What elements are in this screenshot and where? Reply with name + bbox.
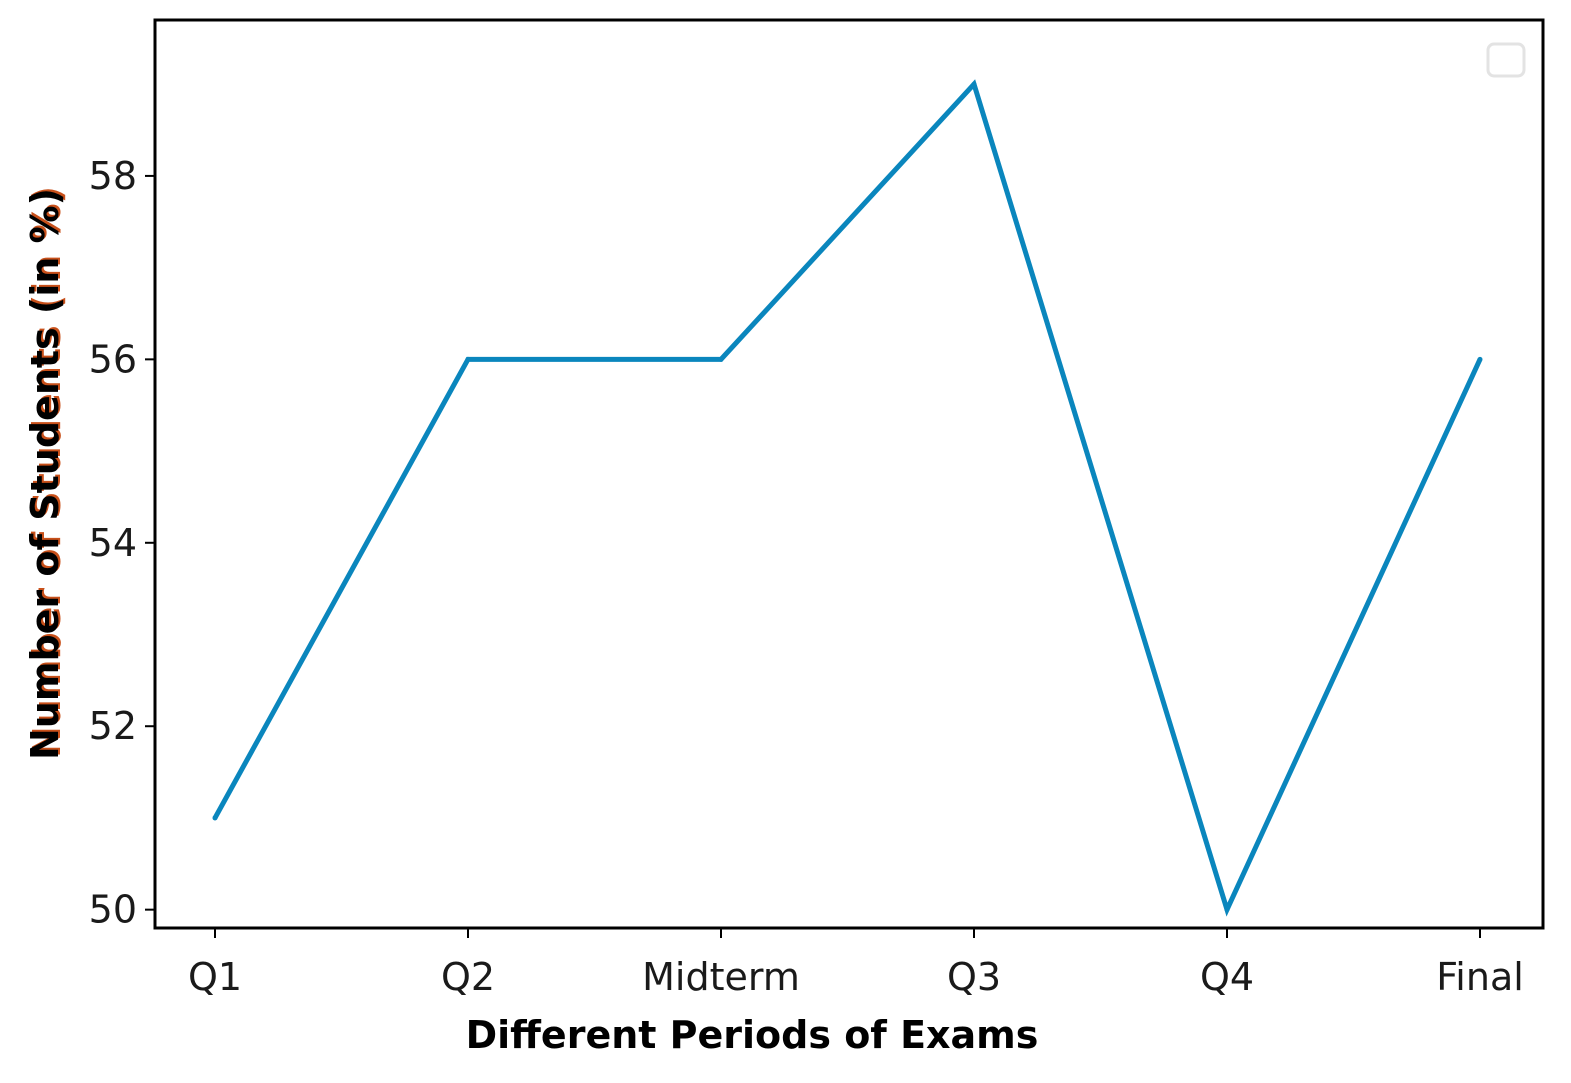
data-point bbox=[971, 81, 977, 87]
x-axis: Q1 Q2 Midterm Q3 Q4 Final bbox=[188, 928, 1524, 999]
x-tick-label: Q1 bbox=[188, 955, 242, 999]
y-tick-label: 58 bbox=[89, 154, 137, 198]
y-tick-label: 52 bbox=[89, 704, 137, 748]
y-axis-label-group: Number of Students (in %) Number of Stud… bbox=[23, 186, 69, 760]
x-tick-label: Q2 bbox=[441, 955, 495, 999]
y-axis-label-shadow: Number of Students (in %) bbox=[25, 186, 69, 758]
x-tick-label: Final bbox=[1436, 955, 1524, 999]
series-line bbox=[212, 79, 1483, 917]
x-tick-label: Q4 bbox=[1200, 955, 1254, 999]
x-tick-label: Q3 bbox=[947, 955, 1001, 999]
legend-box bbox=[1486, 42, 1526, 78]
series-group bbox=[212, 79, 1483, 917]
y-tick-label: 50 bbox=[89, 888, 137, 932]
y-axis-label: Number of Students (in %) bbox=[23, 188, 67, 760]
y-tick-label: 56 bbox=[89, 337, 137, 381]
y-axis: 50 52 54 56 58 bbox=[89, 154, 155, 932]
data-point bbox=[1224, 907, 1230, 913]
x-tick-label: Midterm bbox=[642, 955, 800, 999]
data-point bbox=[212, 815, 218, 821]
plot-area-frame bbox=[153, 18, 1545, 930]
x-axis-label: Different Periods of Exams bbox=[466, 1013, 1039, 1057]
y-tick-label: 54 bbox=[89, 521, 137, 565]
data-point bbox=[1477, 356, 1483, 362]
data-point bbox=[718, 356, 724, 362]
data-point bbox=[465, 356, 471, 362]
